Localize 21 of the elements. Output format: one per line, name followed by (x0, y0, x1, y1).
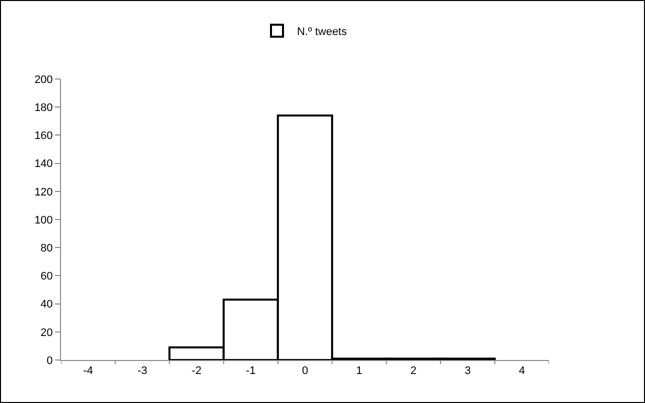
y-tick-label: 100 (34, 214, 53, 226)
y-tick-label: 20 (40, 326, 53, 339)
y-tick-label: 40 (40, 298, 53, 311)
x-tick-label: 4 (518, 365, 525, 378)
y-tick-label: 180 (34, 102, 53, 114)
y-tick-label: 0 (46, 354, 53, 367)
y-tick-label: 200 (34, 74, 53, 86)
y-tick-label: 160 (34, 130, 53, 142)
y-tick-label: 80 (40, 242, 53, 254)
legend-label: N.º tweets (297, 26, 348, 38)
x-tick-label: -3 (137, 365, 148, 378)
x-tick-label: 2 (410, 365, 417, 378)
y-tick-label: 140 (34, 158, 53, 170)
y-tick-label: 120 (34, 186, 53, 198)
x-tick-label: -2 (192, 365, 202, 378)
y-tick-label: 60 (40, 270, 53, 283)
x-tick-label: -4 (83, 365, 93, 378)
x-tick-label: 1 (356, 365, 362, 378)
x-tick-label: -1 (246, 365, 256, 378)
x-tick-label: 3 (464, 365, 471, 378)
x-tick-label: 0 (302, 365, 308, 378)
